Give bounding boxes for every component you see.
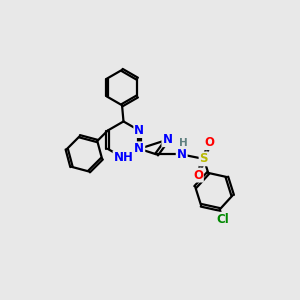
Text: N: N bbox=[177, 148, 187, 161]
Text: N: N bbox=[134, 142, 144, 155]
Text: NH: NH bbox=[114, 152, 134, 164]
Text: O: O bbox=[193, 169, 203, 182]
Text: Cl: Cl bbox=[217, 213, 229, 226]
Text: H: H bbox=[179, 138, 188, 148]
Text: S: S bbox=[200, 152, 208, 165]
Text: N: N bbox=[134, 124, 144, 137]
Text: N: N bbox=[162, 133, 172, 146]
Text: O: O bbox=[205, 136, 215, 149]
